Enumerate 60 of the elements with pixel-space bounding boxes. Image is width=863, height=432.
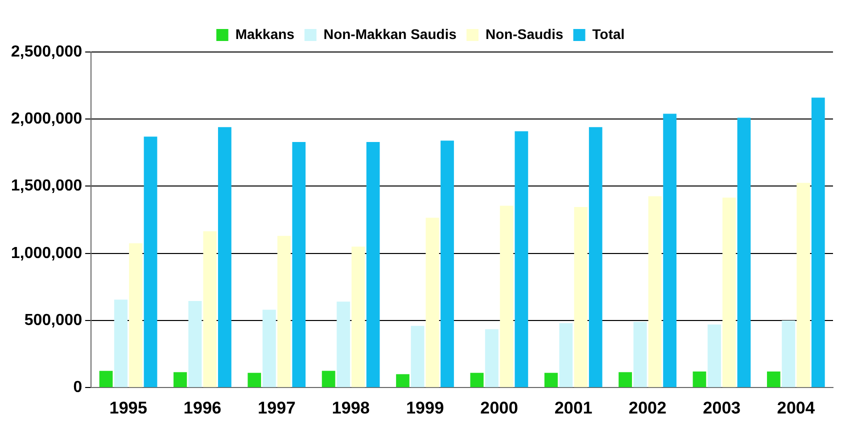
- bar: [366, 142, 380, 388]
- bar: [292, 142, 306, 388]
- bar: [766, 371, 780, 388]
- bar: [737, 118, 751, 388]
- x-tick-label: 2001: [554, 398, 592, 418]
- y-tick-label: 1,500,000: [10, 178, 82, 195]
- bar: [336, 302, 350, 388]
- bar: [352, 246, 365, 388]
- bar: [248, 372, 262, 388]
- legend-label: Total: [592, 26, 625, 42]
- bar: [470, 372, 484, 388]
- bar: [500, 206, 514, 388]
- bar: [544, 372, 558, 388]
- bar: [588, 127, 602, 388]
- bar: [796, 182, 810, 388]
- x-tick-label: 2000: [480, 398, 518, 418]
- bar: [174, 372, 187, 388]
- bar: [485, 329, 498, 388]
- bar: [322, 370, 336, 388]
- bar: [440, 140, 454, 388]
- x-tick-label: 1996: [184, 398, 222, 418]
- bar: [692, 371, 706, 388]
- x-tick-label: 2003: [702, 398, 741, 418]
- bar: [129, 243, 142, 388]
- x-tick-label: 2004: [776, 398, 816, 418]
- bar: [218, 127, 232, 388]
- y-tick-label: 1,000,000: [10, 244, 82, 262]
- bar: [663, 114, 676, 388]
- bar: [262, 310, 276, 388]
- bar: [426, 218, 440, 388]
- x-tick-label: 1999: [406, 398, 444, 418]
- bar: [574, 207, 588, 388]
- legend-label: Non-Makkan Saudis: [323, 26, 457, 42]
- bar: [203, 231, 217, 388]
- bar: [722, 198, 736, 388]
- bar: [618, 372, 632, 388]
- bar: [648, 196, 662, 388]
- y-tick-label: 500,000: [24, 312, 82, 329]
- bar: [410, 326, 424, 388]
- bar: [277, 236, 291, 388]
- y-tick-label: 0: [73, 379, 82, 396]
- x-tick-label: 1997: [258, 398, 296, 418]
- y-tick-label: 2,000,000: [10, 110, 82, 128]
- bar: [633, 322, 647, 388]
- y-tick-label: 2,500,000: [10, 43, 82, 60]
- bar: [514, 131, 528, 388]
- bar: [144, 136, 158, 388]
- x-tick-label: 2002: [628, 398, 666, 418]
- legend-label: Non-Saudis: [485, 26, 564, 42]
- bar: [114, 300, 128, 388]
- x-tick-label: 1995: [109, 398, 148, 418]
- bar: [188, 301, 202, 388]
- bar: [559, 323, 573, 388]
- legend-label: Makkans: [235, 26, 295, 42]
- bar: [782, 320, 796, 388]
- bar: [396, 374, 410, 388]
- bar: [708, 324, 721, 388]
- bar: [811, 98, 825, 388]
- bar: [99, 370, 113, 388]
- x-tick-label: 1998: [332, 398, 370, 418]
